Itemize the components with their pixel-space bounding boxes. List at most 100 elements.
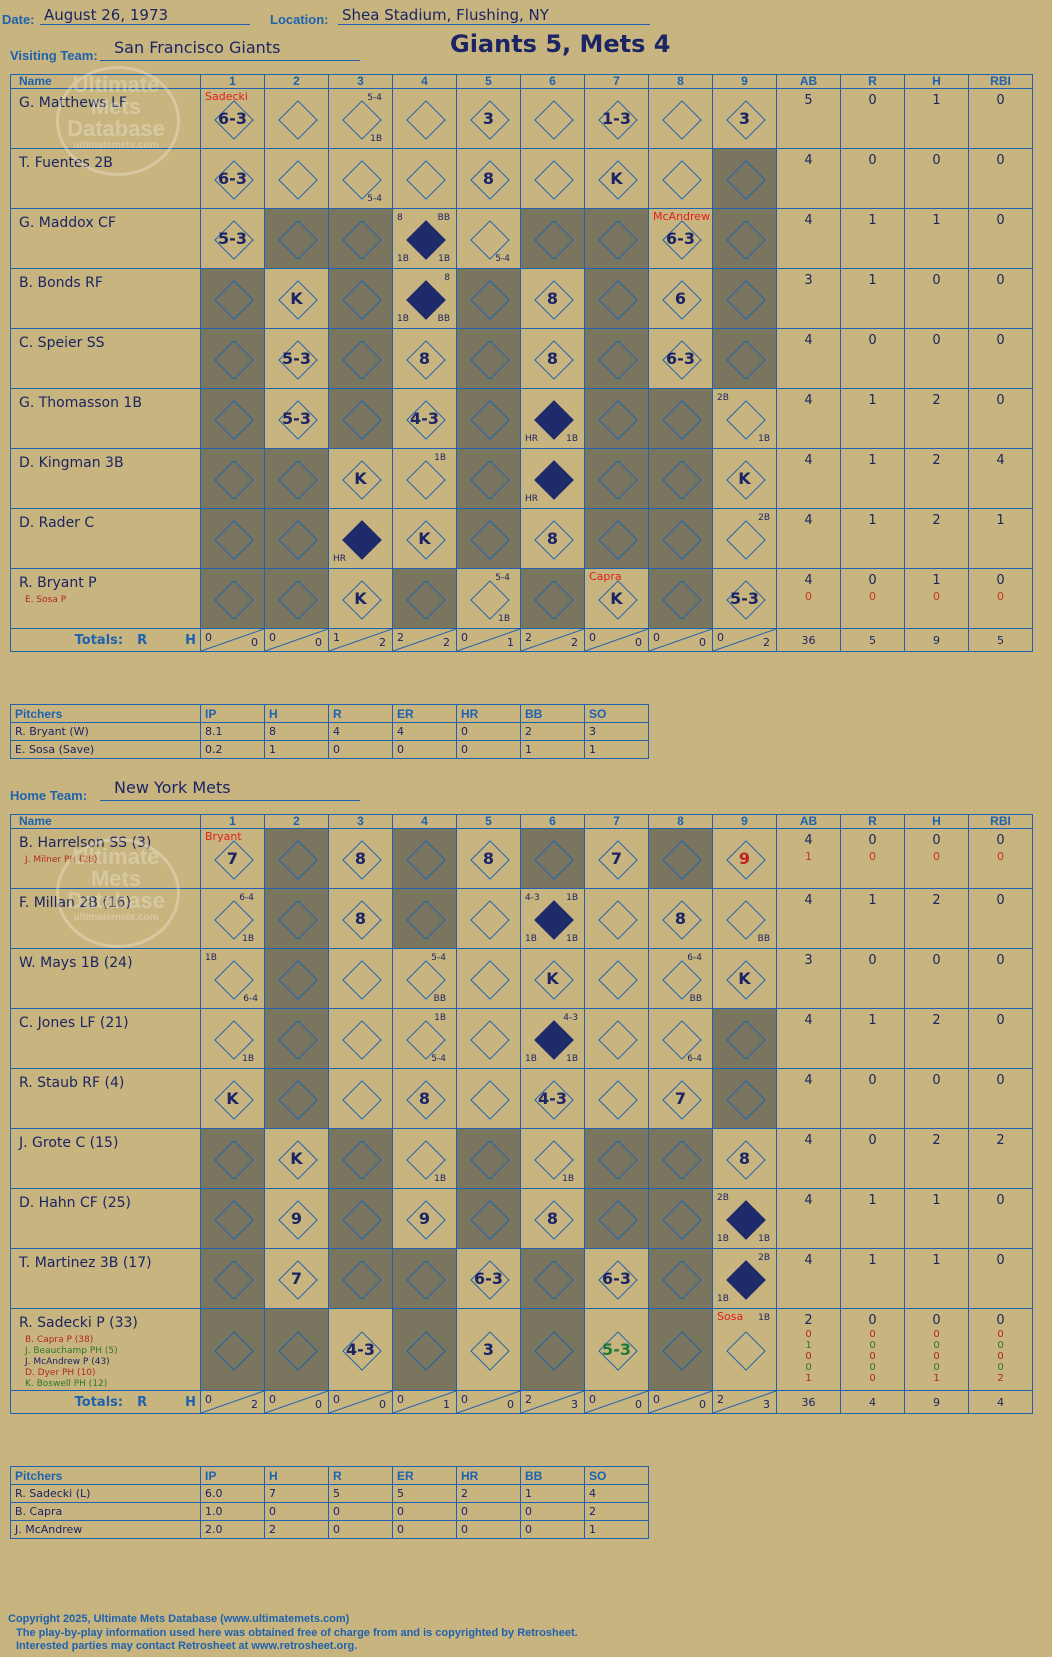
at-bat-cell: 6-4 1B — [200, 888, 265, 949]
team-total-stat: 36 — [776, 628, 841, 652]
stat-value: 0 — [996, 573, 1005, 588]
inning-hits: 0 — [251, 636, 258, 649]
at-bat-cell: 5-4 BB — [392, 948, 457, 1009]
inning-hits: 0 — [635, 636, 642, 649]
base-annotation: BB — [757, 934, 770, 944]
base-annotation: 6-4 — [687, 1054, 702, 1064]
inning-runs: 0 — [589, 631, 596, 644]
batter-stat: 0 — [840, 88, 905, 149]
date-label: Date: — [2, 12, 35, 27]
basepath-diamond — [533, 579, 574, 620]
basepath-diamond — [661, 159, 702, 200]
stat-value: 4 — [804, 833, 813, 848]
inning-hits: 0 — [699, 1398, 706, 1411]
pitcher-row: R. Bryant (W) 8.1 8 4 4 0 2 3 — [10, 722, 649, 741]
pitching-change-note: Sosa — [717, 1310, 744, 1323]
pitching-change-note: Bryant — [205, 830, 242, 843]
batter-stat: 1 — [840, 388, 905, 449]
stat-value: 4 — [804, 573, 813, 588]
at-bat-cell — [520, 1248, 585, 1309]
batter-stat: 1 — [840, 1008, 905, 1069]
batter-stat: 1 — [840, 448, 905, 509]
inning-hits: 3 — [763, 1398, 770, 1411]
batter-stat: 2 — [968, 1128, 1033, 1189]
batter-stat: 4 — [776, 148, 841, 209]
stat-value: 1 — [868, 1013, 877, 1028]
column-header-inning: 3 — [328, 74, 393, 89]
at-bat-result: K — [610, 168, 623, 188]
at-bat-cell: 8 BB 1B 1B — [392, 208, 457, 269]
at-bat-result: K — [354, 588, 367, 608]
visitors-pitchers-table: Pitchers IP H R ER HR BB SO R. Bryant (W) 8.1 8 4 4 0… — [10, 704, 649, 759]
at-bat-cell: K — [264, 268, 329, 329]
pitcher-stat: 0 — [392, 1520, 457, 1539]
batter-stat: 4 — [776, 1188, 841, 1249]
pitcher-stat: 2 — [264, 1520, 329, 1539]
at-bat-cell — [392, 1248, 457, 1309]
inning-runs: 0 — [653, 631, 660, 644]
stat-value: 0 — [996, 953, 1005, 968]
pitcher-stat: 0 — [392, 740, 457, 759]
runs-label: R — [137, 1394, 148, 1410]
column-header-stat: H — [904, 74, 969, 89]
basepath-diamond — [533, 1330, 574, 1371]
base-annotation: 5-4 — [495, 254, 510, 264]
pitcher-stat: 0 — [392, 1502, 457, 1521]
basepath-diamond — [469, 459, 510, 500]
substitutes: B. Capra P (38) J. Beauchamp PH (5) J. McA… — [19, 1335, 200, 1390]
at-bat-cell: 9 — [264, 1188, 329, 1249]
basepath-diamond — [277, 839, 318, 880]
at-bat-cell: K — [328, 448, 393, 509]
base-annotation: 5-4 — [431, 1054, 446, 1064]
at-bat-cell — [648, 508, 713, 569]
pitcher-stat: 2 — [520, 722, 585, 741]
stat-value: 0 — [996, 893, 1005, 908]
batter-row: W. Mays 1B (24) 1B 6-4 5-4 BB K 6-4 BB K 3 0 0 0 — [10, 948, 1033, 1009]
at-bat-cell: 8 — [520, 1188, 585, 1249]
base-annotation: 1B — [397, 254, 409, 264]
base-annotation: 6-4 — [239, 893, 254, 903]
stat-value: 0 — [996, 833, 1005, 848]
basepath-diamond — [533, 99, 574, 140]
column-header-inning: 8 — [648, 814, 713, 829]
substitute-stat: 0 — [869, 1362, 876, 1373]
at-bat-cell — [392, 88, 457, 149]
at-bat-cell — [648, 828, 713, 889]
batter-stat: 1 — [904, 208, 969, 269]
base-annotation: 4-3 — [563, 1013, 578, 1023]
batter-stat: 0 — [904, 148, 969, 209]
base-annotation: 5-4 — [431, 953, 446, 963]
at-bat-cell — [456, 1008, 521, 1069]
inning-hits: 2 — [443, 636, 450, 649]
basepath-diamond — [213, 459, 254, 500]
column-header-stat: R — [840, 74, 905, 89]
at-bat-cell — [264, 448, 329, 509]
at-bat-cell — [584, 208, 649, 269]
base-annotation: HR — [525, 494, 539, 504]
at-bat-cell — [456, 1068, 521, 1129]
at-bat-cell: 8 — [328, 828, 393, 889]
basepath-diamond — [597, 1139, 638, 1180]
at-bat-result: 5-3 — [218, 228, 247, 248]
at-bat-result: 8 — [546, 528, 559, 548]
stat-value: 1 — [868, 1253, 877, 1268]
at-bat-cell — [520, 568, 585, 629]
totals-label: Totals: R H — [10, 628, 201, 652]
batter-stat: 1 — [840, 1248, 905, 1309]
batter-stat: 0 — [904, 948, 969, 1009]
base-annotation: 1B — [566, 434, 578, 444]
pitcher-stat: 8 — [264, 722, 329, 741]
basepath-diamond — [341, 1019, 382, 1060]
at-bat-cell — [456, 388, 521, 449]
at-bat-cell — [200, 328, 265, 389]
at-bat-cell — [392, 1308, 457, 1391]
basepath-diamond — [469, 339, 510, 380]
basepath-diamond — [597, 339, 638, 380]
visitors-grid: Name 1 2 3 4 5 6 7 8 9 AB R H RBI G. Matthews LF 6-3 Sad… — [10, 74, 1033, 652]
team-total-stat: 5 — [840, 628, 905, 652]
pitcher-stat: 7 — [264, 1484, 329, 1503]
